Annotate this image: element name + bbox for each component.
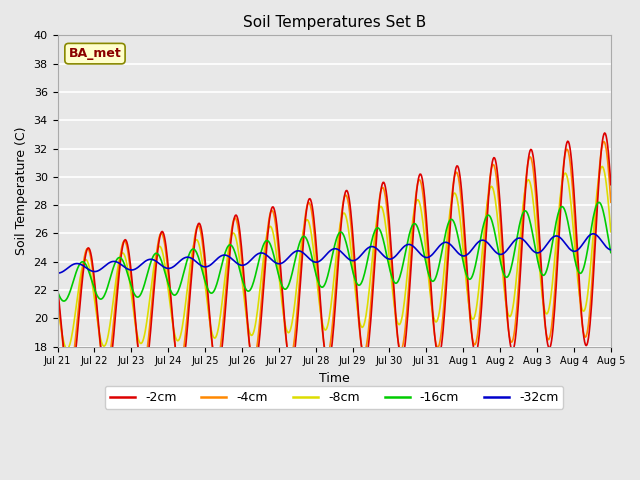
- Y-axis label: Soil Temperature (C): Soil Temperature (C): [15, 127, 28, 255]
- Title: Soil Temperatures Set B: Soil Temperatures Set B: [243, 15, 426, 30]
- -8cm: [403, 283, 410, 289]
- -32cm: [401, 243, 409, 249]
- -4cm: [64, 368, 72, 374]
- -32cm: [607, 247, 614, 252]
- -8cm: [122, 254, 129, 260]
- -2cm: [64, 374, 72, 380]
- -16cm: [122, 264, 129, 269]
- Line: -2cm: -2cm: [58, 133, 611, 381]
- -8cm: [54, 301, 61, 307]
- Line: -16cm: -16cm: [58, 203, 611, 301]
- -2cm: [607, 182, 614, 188]
- -2cm: [207, 324, 214, 330]
- -4cm: [177, 359, 185, 365]
- -16cm: [54, 288, 61, 294]
- Text: BA_met: BA_met: [68, 47, 122, 60]
- -8cm: [63, 346, 70, 352]
- -8cm: [177, 329, 185, 335]
- -16cm: [607, 250, 614, 255]
- -8cm: [607, 229, 614, 235]
- -32cm: [54, 270, 61, 276]
- -4cm: [607, 199, 614, 205]
- -2cm: [177, 370, 185, 375]
- Line: -32cm: -32cm: [58, 234, 611, 273]
- Line: -4cm: -4cm: [58, 142, 611, 373]
- -32cm: [206, 263, 214, 268]
- -32cm: [177, 258, 184, 264]
- -2cm: [122, 237, 129, 242]
- -2cm: [66, 378, 74, 384]
- -16cm: [60, 298, 68, 304]
- -4cm: [600, 139, 608, 144]
- -4cm: [403, 316, 410, 322]
- -4cm: [419, 187, 426, 192]
- -8cm: [65, 345, 72, 351]
- -4cm: [207, 328, 214, 334]
- -8cm: [598, 164, 606, 169]
- -4cm: [65, 370, 73, 376]
- -16cm: [65, 293, 72, 299]
- -16cm: [177, 278, 185, 284]
- -16cm: [595, 200, 603, 205]
- -2cm: [54, 284, 61, 289]
- -2cm: [403, 332, 410, 337]
- -2cm: [419, 176, 426, 182]
- Legend: -2cm, -4cm, -8cm, -16cm, -32cm: -2cm, -4cm, -8cm, -16cm, -32cm: [105, 386, 563, 409]
- -32cm: [120, 264, 128, 270]
- -8cm: [419, 215, 426, 220]
- -16cm: [207, 290, 214, 296]
- -16cm: [403, 246, 410, 252]
- -4cm: [122, 239, 129, 244]
- -2cm: [601, 130, 609, 136]
- Line: -8cm: -8cm: [58, 167, 611, 349]
- -16cm: [419, 243, 426, 249]
- -4cm: [54, 289, 61, 295]
- -32cm: [418, 252, 426, 258]
- X-axis label: Time: Time: [319, 372, 349, 385]
- -32cm: [589, 231, 597, 237]
- -8cm: [207, 324, 214, 330]
- -32cm: [64, 265, 72, 271]
